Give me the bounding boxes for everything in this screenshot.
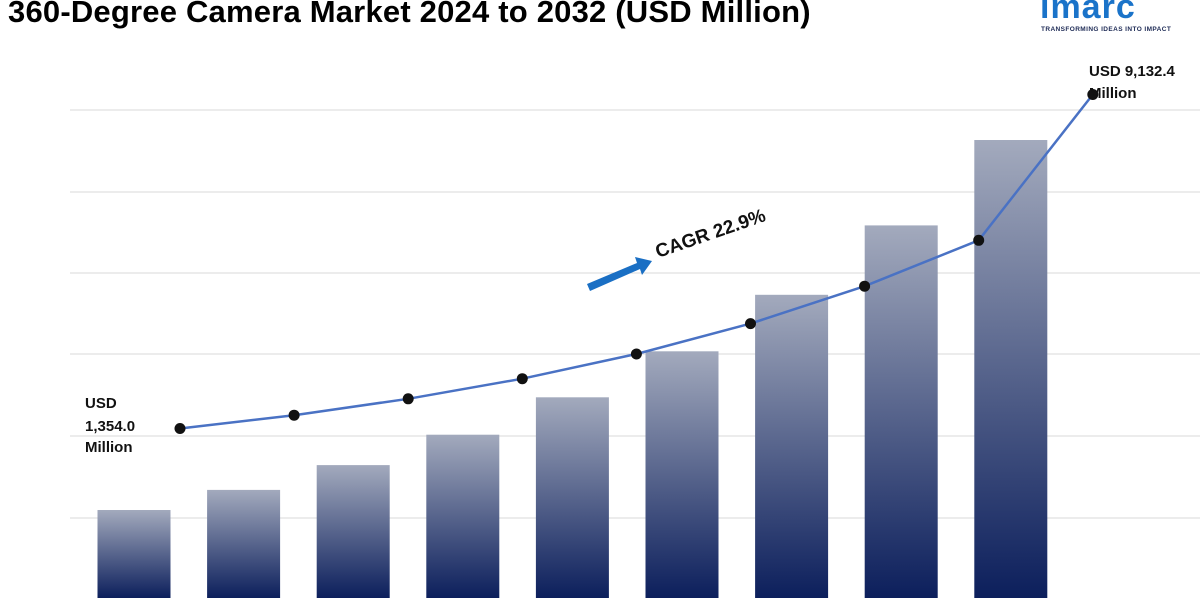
bar-2025 [207,489,281,598]
start-value-prefix: USD [85,395,117,412]
line-point-2027 [516,373,528,385]
line-point-2032 [1087,89,1099,100]
trend-line [179,93,1094,430]
line-point-2029 [745,318,756,330]
bar-2028 [535,397,609,598]
line-point-2031 [973,234,985,246]
start-value-unit: Million [85,439,133,456]
logo-tagline: TRANSFORMING IDEAS INTO IMPACT [1041,26,1172,33]
line-markers [174,89,1099,434]
bar-2027 [426,434,500,598]
chart-title: 360-Degree Camera Market 2024 to 2032 (U… [8,0,811,29]
line-point-2024 [174,423,186,434]
bar-2032 [974,140,1048,598]
trend-line-group [179,93,1094,430]
line-point-2030 [859,280,871,292]
end-value-number: USD 9,132.4 [1089,63,1176,80]
arrow-icon [587,257,652,291]
end-value-unit: Million [1089,85,1137,102]
line-point-2028 [630,348,642,360]
imarc-logo: imarc TRANSFORMING IDEAS INTO IMPACT [1040,0,1200,34]
cagr-arrow [587,257,652,291]
bar-2026 [316,465,390,598]
cagr-label: CAGR 22.9% [653,205,769,262]
bar-2030 [755,294,829,598]
line-point-2026 [402,393,414,405]
bars [97,140,1048,598]
bar-2029 [645,351,719,598]
bar-2031 [864,225,938,598]
start-value-number: 1,354.0 [85,418,135,435]
line-point-2025 [288,409,300,421]
bar-2024 [97,510,171,598]
logo-wordmark: imarc [1040,0,1136,26]
